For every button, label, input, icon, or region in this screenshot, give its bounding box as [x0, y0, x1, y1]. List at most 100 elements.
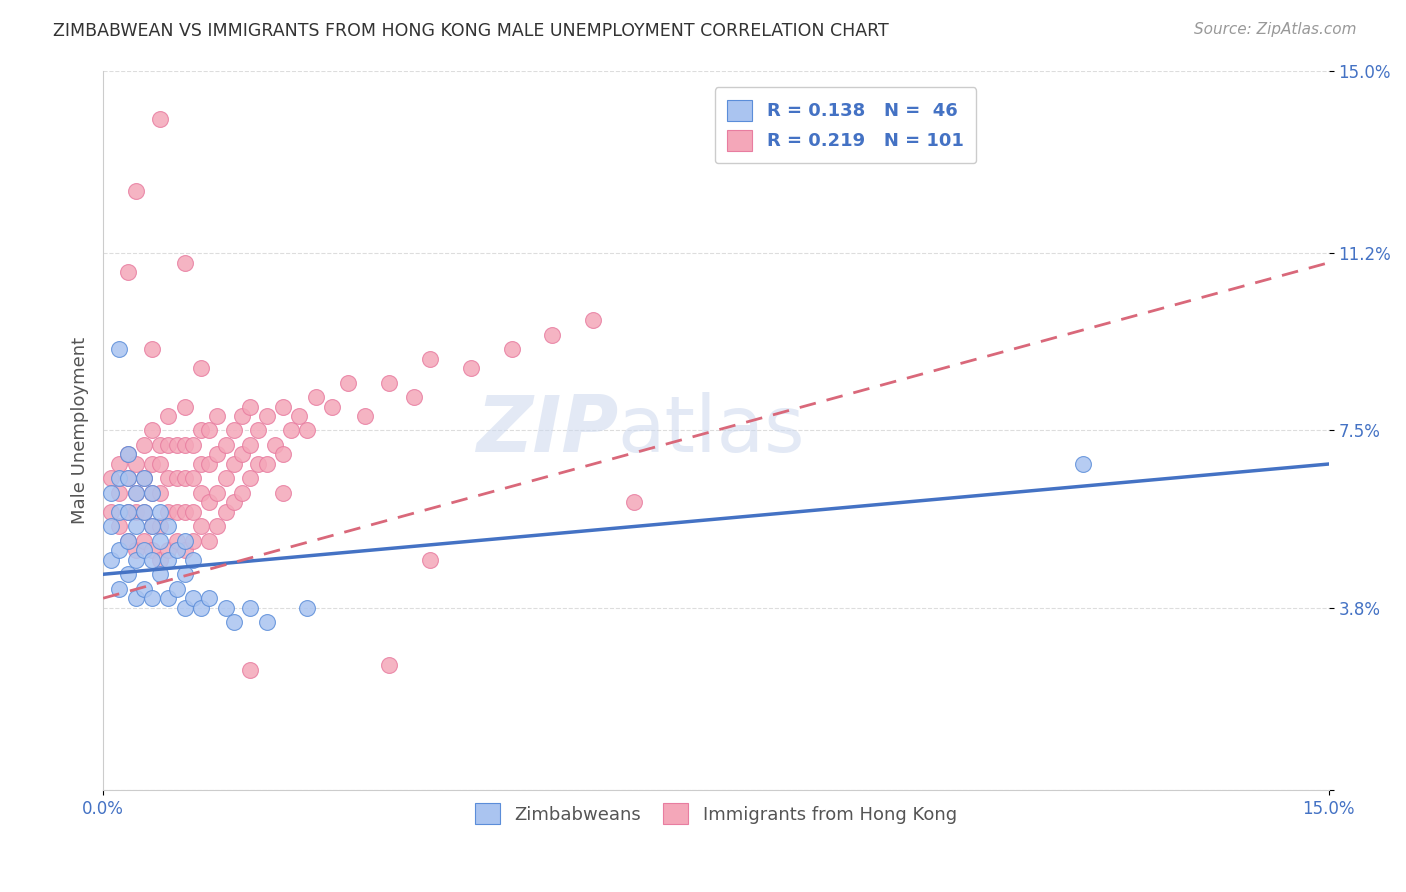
Point: [117, 471, 139, 485]
Point: [117, 447, 139, 461]
Y-axis label: Male Unemployment: Male Unemployment: [72, 337, 89, 524]
Point: [173, 256, 195, 270]
Point: [173, 600, 195, 615]
Point: [125, 553, 148, 567]
Point: [166, 543, 188, 558]
Point: [353, 409, 375, 423]
Point: [207, 519, 229, 533]
Point: [181, 505, 204, 519]
Point: [149, 567, 172, 582]
Point: [623, 495, 645, 509]
Point: [173, 567, 195, 582]
Point: [198, 457, 221, 471]
Point: [157, 505, 180, 519]
Point: [100, 553, 122, 567]
Point: [173, 505, 195, 519]
Point: [149, 112, 172, 126]
Point: [198, 533, 221, 548]
Text: ZIP: ZIP: [475, 392, 617, 468]
Point: [198, 495, 221, 509]
Point: [256, 615, 278, 630]
Point: [337, 376, 360, 390]
Point: [157, 553, 180, 567]
Point: [215, 471, 238, 485]
Point: [117, 471, 139, 485]
Point: [166, 471, 188, 485]
Point: [181, 533, 204, 548]
Point: [166, 533, 188, 548]
Point: [297, 600, 319, 615]
Point: [141, 591, 163, 606]
Point: [222, 495, 245, 509]
Point: [207, 447, 229, 461]
Point: [378, 658, 401, 673]
Point: [117, 567, 139, 582]
Point: [141, 519, 163, 533]
Point: [149, 553, 172, 567]
Point: [125, 457, 148, 471]
Point: [215, 438, 238, 452]
Point: [231, 485, 253, 500]
Point: [149, 485, 172, 500]
Point: [271, 447, 294, 461]
Point: [100, 505, 122, 519]
Point: [181, 471, 204, 485]
Point: [1073, 457, 1095, 471]
Point: [141, 553, 163, 567]
Point: [190, 519, 212, 533]
Point: [108, 543, 131, 558]
Point: [378, 376, 401, 390]
Point: [100, 485, 122, 500]
Point: [117, 505, 139, 519]
Point: [132, 471, 155, 485]
Point: [117, 505, 139, 519]
Point: [141, 543, 163, 558]
Point: [149, 519, 172, 533]
Point: [190, 600, 212, 615]
Point: [263, 438, 285, 452]
Point: [501, 342, 523, 356]
Point: [198, 424, 221, 438]
Point: [190, 424, 212, 438]
Point: [181, 591, 204, 606]
Point: [247, 424, 270, 438]
Point: [125, 184, 148, 198]
Point: [108, 485, 131, 500]
Point: [117, 533, 139, 548]
Point: [402, 390, 425, 404]
Point: [108, 471, 131, 485]
Point: [271, 485, 294, 500]
Point: [157, 438, 180, 452]
Point: [149, 505, 172, 519]
Point: [582, 313, 605, 327]
Point: [239, 438, 262, 452]
Point: [297, 424, 319, 438]
Point: [132, 505, 155, 519]
Point: [117, 533, 139, 548]
Point: [132, 438, 155, 452]
Point: [166, 582, 188, 596]
Point: [181, 553, 204, 567]
Point: [141, 424, 163, 438]
Point: [149, 533, 172, 548]
Point: [231, 447, 253, 461]
Point: [108, 582, 131, 596]
Point: [419, 553, 441, 567]
Point: [125, 591, 148, 606]
Point: [207, 409, 229, 423]
Point: [141, 342, 163, 356]
Point: [166, 438, 188, 452]
Point: [247, 457, 270, 471]
Text: Source: ZipAtlas.com: Source: ZipAtlas.com: [1194, 22, 1357, 37]
Point: [198, 591, 221, 606]
Point: [190, 457, 212, 471]
Point: [108, 505, 131, 519]
Point: [157, 591, 180, 606]
Point: [157, 409, 180, 423]
Point: [304, 390, 326, 404]
Point: [141, 485, 163, 500]
Point: [100, 471, 122, 485]
Point: [256, 409, 278, 423]
Point: [125, 519, 148, 533]
Point: [181, 438, 204, 452]
